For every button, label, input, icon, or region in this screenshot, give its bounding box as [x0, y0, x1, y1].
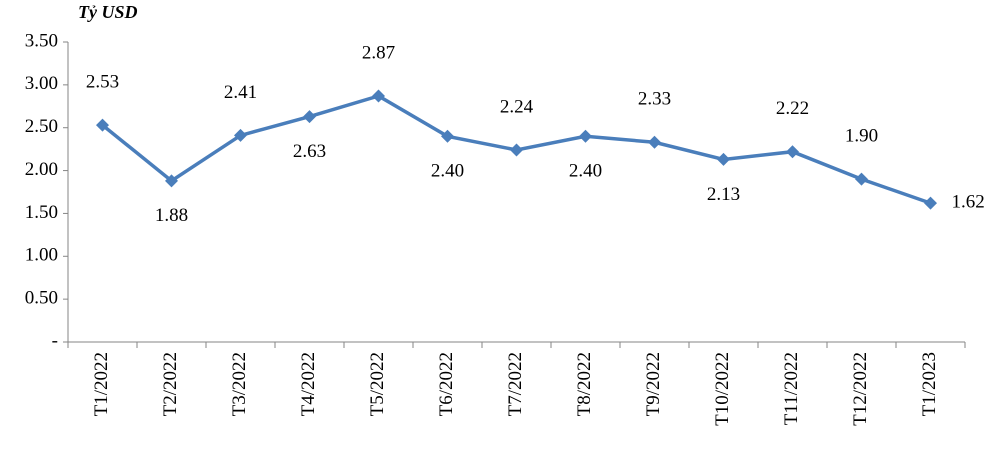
x-tick-label: T4/2022: [298, 352, 319, 416]
x-tick-label: T5/2022: [367, 352, 388, 416]
marker: [648, 135, 661, 149]
y-tick-label: 3.00: [25, 73, 58, 94]
data-label: 1.90: [845, 126, 878, 147]
data-label: 2.24: [500, 96, 534, 117]
marker: [510, 143, 523, 157]
data-label: 2.40: [569, 161, 602, 182]
data-label: 1.88: [155, 205, 188, 226]
x-tick-label: T7/2022: [505, 352, 526, 416]
marker: [786, 145, 799, 159]
marker: [441, 129, 454, 143]
y-tick-label: 2.00: [25, 159, 58, 180]
data-label: 1.62: [952, 192, 985, 213]
x-tick-label: T11/2022: [781, 352, 802, 425]
x-tick-label: T6/2022: [436, 352, 457, 416]
x-tick-label: T8/2022: [574, 352, 595, 416]
marker: [372, 89, 385, 103]
data-label: 2.53: [86, 72, 119, 93]
x-tick-label: T2/2022: [160, 352, 181, 416]
data-label: 2.22: [776, 98, 809, 119]
y-tick-label: -: [52, 330, 58, 351]
x-tick-label: T1/2023: [919, 352, 940, 416]
data-label: 2.33: [638, 89, 671, 110]
data-label: 2.41: [224, 82, 257, 103]
y-tick-label: 3.50: [25, 30, 58, 51]
data-label: 2.13: [707, 184, 740, 205]
y-tick-label: 0.50: [25, 288, 58, 309]
x-tick-label: T9/2022: [643, 352, 664, 416]
x-tick-label: T12/2022: [850, 352, 871, 426]
marker: [165, 174, 178, 188]
y-tick-label: 1.50: [25, 202, 58, 223]
y-tick-label: 1.00: [25, 245, 58, 266]
y-axis-title: Tỷ USD: [78, 2, 138, 22]
data-label: 2.63: [293, 141, 326, 162]
data-label: 2.87: [362, 42, 395, 63]
marker: [717, 152, 730, 166]
x-tick-label: T1/2022: [91, 352, 112, 416]
y-tick-label: 2.50: [25, 116, 58, 137]
x-tick-label: T10/2022: [712, 352, 733, 426]
marker: [924, 196, 937, 210]
marker: [579, 129, 592, 143]
marker: [96, 118, 109, 132]
marker: [234, 128, 247, 142]
marker: [855, 172, 868, 186]
x-tick-label: T3/2022: [229, 352, 250, 416]
data-label: 2.40: [431, 161, 464, 182]
marker: [303, 110, 316, 124]
